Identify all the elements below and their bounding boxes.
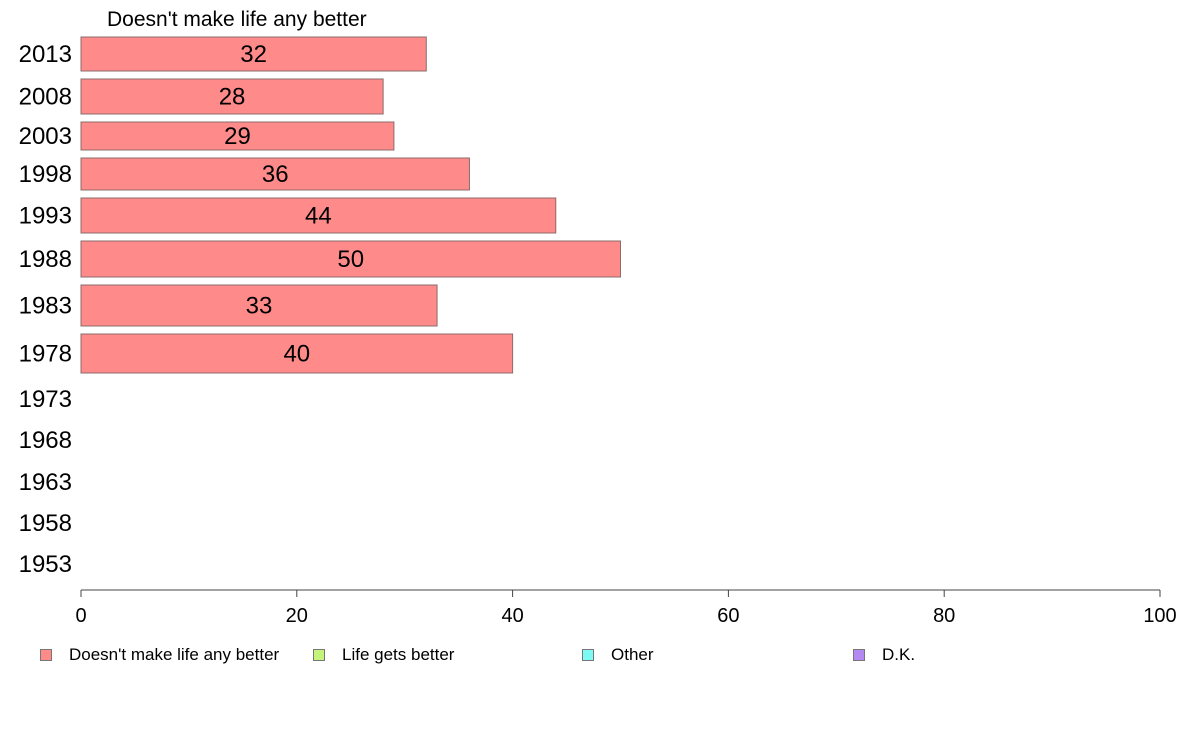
year-label: 1978 bbox=[19, 341, 72, 368]
bar-value-label: 40 bbox=[283, 341, 310, 368]
year-axis-labels: 2013 2008 2003 1998 1993 1988 1983 1978 1973 1968… bbox=[19, 41, 72, 578]
legend-swatch bbox=[40, 649, 52, 661]
legend-label: Other bbox=[611, 645, 654, 664]
legend-label: Doesn't make life any better bbox=[69, 645, 280, 664]
bar bbox=[80, 121, 395, 151]
legend-item-doesnt-make-life-better: Doesn't make life any better bbox=[40, 645, 279, 665]
bar-value-label: 36 bbox=[262, 161, 289, 188]
year-label: 2003 bbox=[19, 123, 72, 150]
x-axis: 0 20 40 60 80 100 bbox=[75, 589, 1177, 627]
legend-item-life-gets-better: Life gets better bbox=[313, 645, 454, 665]
year-label: 1983 bbox=[19, 293, 72, 320]
year-label: 1958 bbox=[19, 510, 72, 537]
year-label: 1953 bbox=[19, 551, 72, 578]
x-tick-label: 0 bbox=[75, 605, 86, 627]
year-label: 1973 bbox=[19, 386, 72, 413]
year-label: 1963 bbox=[19, 469, 72, 496]
x-tick-label: 40 bbox=[501, 605, 523, 627]
year-label: 2013 bbox=[19, 41, 72, 68]
bar bbox=[80, 197, 557, 234]
year-label: 1998 bbox=[19, 161, 72, 188]
bar bbox=[80, 333, 514, 374]
legend-swatch bbox=[582, 649, 594, 661]
legend-label: D.K. bbox=[882, 645, 916, 664]
bar bbox=[80, 157, 470, 191]
year-label: 1993 bbox=[19, 203, 72, 230]
legend: Doesn't make life any better Life gets b… bbox=[40, 645, 1160, 667]
legend-item-other: Other bbox=[582, 645, 654, 665]
bar bbox=[80, 78, 384, 115]
legend-item-dk: D.K. bbox=[853, 645, 915, 665]
x-tick-label: 20 bbox=[286, 605, 308, 627]
bar-value-label: 33 bbox=[246, 293, 273, 320]
x-tick-label: 60 bbox=[717, 605, 739, 627]
year-label: 1968 bbox=[19, 427, 72, 454]
bar bbox=[80, 240, 621, 278]
x-tick-label: 100 bbox=[1143, 605, 1176, 627]
x-tick-label: 80 bbox=[933, 605, 955, 627]
year-label: 2008 bbox=[19, 84, 72, 111]
bar bbox=[80, 36, 427, 72]
bar-value-label: 44 bbox=[305, 203, 332, 230]
bar-value-label: 28 bbox=[219, 84, 246, 111]
bar-value-label: 50 bbox=[337, 246, 364, 273]
year-label: 1988 bbox=[19, 246, 72, 273]
bar-value-label: 29 bbox=[224, 123, 251, 150]
legend-swatch bbox=[313, 649, 325, 661]
bar-value-label: 32 bbox=[240, 41, 267, 68]
legend-label: Life gets better bbox=[342, 645, 455, 664]
legend-swatch bbox=[853, 649, 865, 661]
chart-title: Doesn't make life any better bbox=[107, 8, 367, 31]
bar bbox=[80, 284, 438, 327]
